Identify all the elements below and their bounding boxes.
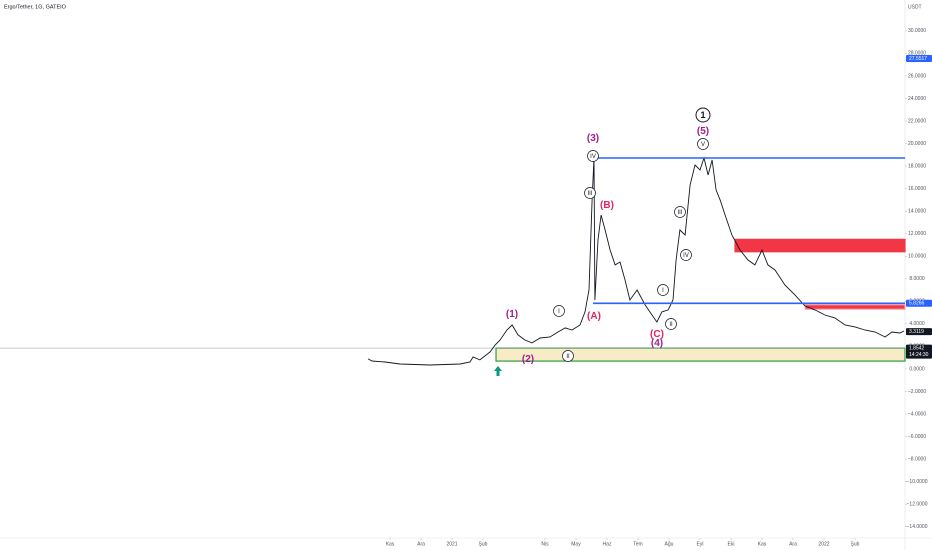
- y-tick-label: 30.0000: [908, 28, 926, 34]
- x-tick-label: 2022: [818, 541, 829, 547]
- y-tick-label: −6.0000: [908, 434, 926, 440]
- x-tick-label: May: [571, 541, 581, 547]
- x-tick-label: Eki: [728, 541, 735, 547]
- wave-label: (1): [506, 309, 518, 320]
- y-tick-label: 14.0000: [908, 209, 926, 215]
- up-arrow: [494, 366, 502, 376]
- y-tick-label: 22.0000: [908, 118, 926, 124]
- zone: [734, 238, 906, 253]
- countdown-label: 14:24:30: [909, 352, 929, 358]
- price-tag: [906, 54, 932, 62]
- currency-label: USDT: [908, 4, 922, 10]
- wave-label: III: [677, 210, 682, 216]
- wave-label: I: [662, 288, 664, 294]
- wave-label: (2): [522, 354, 534, 365]
- y-tick-label: 4.0000: [909, 321, 925, 327]
- wave-label: (5): [697, 126, 709, 137]
- wave-circle: [680, 249, 692, 261]
- wave-circle: [695, 107, 711, 123]
- price-tag-label: 5.8266: [909, 301, 925, 307]
- y-tick-label: −2.0000: [908, 389, 926, 395]
- x-tick-label: Haz: [603, 541, 612, 547]
- wave-circle: [584, 187, 596, 199]
- price-tag-label: 3.3119: [909, 329, 924, 335]
- zone: [804, 304, 906, 310]
- y-tick-label: 8.0000: [909, 276, 925, 282]
- wave-label: II: [566, 354, 570, 360]
- x-tick-label: Nis: [541, 541, 549, 547]
- y-tick-label: −10.0000: [907, 479, 928, 485]
- y-tick-label: 18.0000: [908, 163, 926, 169]
- wave-label: II: [669, 322, 673, 328]
- wave-label: (A): [587, 311, 601, 322]
- x-tick-label: Şub: [851, 541, 860, 547]
- zone: [495, 347, 906, 362]
- price-tag-label: 27.5517: [909, 56, 927, 62]
- x-tick-label: 2021: [446, 541, 457, 547]
- symbol-title: Ergo/Tether, 1G, GATEIO: [4, 4, 67, 10]
- price-tag: [906, 299, 932, 307]
- wave-label: 1: [700, 110, 705, 120]
- x-tick-label: Kas: [758, 541, 767, 547]
- y-tick-label: −14.0000: [907, 524, 928, 530]
- wave-label: (4): [651, 338, 663, 349]
- wave-circle: [657, 284, 669, 296]
- x-tick-label: Tem: [633, 541, 642, 547]
- wave-label: (3): [587, 133, 599, 144]
- price-tag-label: 1.8542: [909, 345, 925, 351]
- y-tick-label: 20.0000: [908, 141, 926, 147]
- y-tick-label: 16.0000: [908, 186, 926, 192]
- wave-circle: [587, 150, 599, 162]
- y-tick-label: −8.0000: [908, 456, 926, 462]
- wave-label: (B): [600, 200, 614, 211]
- y-tick-label: 26.0000: [908, 73, 926, 79]
- y-tick-label: 0.0000: [909, 366, 925, 372]
- wave-circle: [553, 305, 565, 317]
- wave-label: IV: [683, 253, 689, 259]
- y-tick-label: −12.0000: [907, 502, 928, 508]
- price-tag: [906, 328, 932, 336]
- wave-label: IV: [590, 154, 596, 160]
- x-tick-label: Kas: [386, 541, 395, 547]
- y-tick-label: −4.0000: [908, 411, 926, 417]
- wave-label: (C): [650, 329, 664, 340]
- wave-label: III: [587, 191, 592, 197]
- y-tick-label: 24.0000: [908, 96, 926, 102]
- wave-label: V: [701, 142, 705, 148]
- price-tag: [906, 344, 932, 359]
- wave-circle: [562, 350, 574, 362]
- y-tick-label: 12.0000: [908, 231, 926, 237]
- x-tick-label: Ara: [789, 541, 797, 547]
- y-tick-label: 28.0000: [908, 51, 926, 57]
- x-tick-label: Ağu: [665, 541, 674, 547]
- price-line: [367, 156, 905, 366]
- y-tick-label: 10.0000: [908, 254, 926, 260]
- wave-label: I: [558, 309, 560, 315]
- wave-circle: [665, 318, 677, 330]
- x-tick-label: Eyl: [697, 541, 704, 547]
- x-tick-label: Şub: [479, 541, 488, 547]
- wave-circle: [697, 138, 709, 150]
- wave-circle: [674, 206, 686, 218]
- x-tick-label: Ara: [417, 541, 425, 547]
